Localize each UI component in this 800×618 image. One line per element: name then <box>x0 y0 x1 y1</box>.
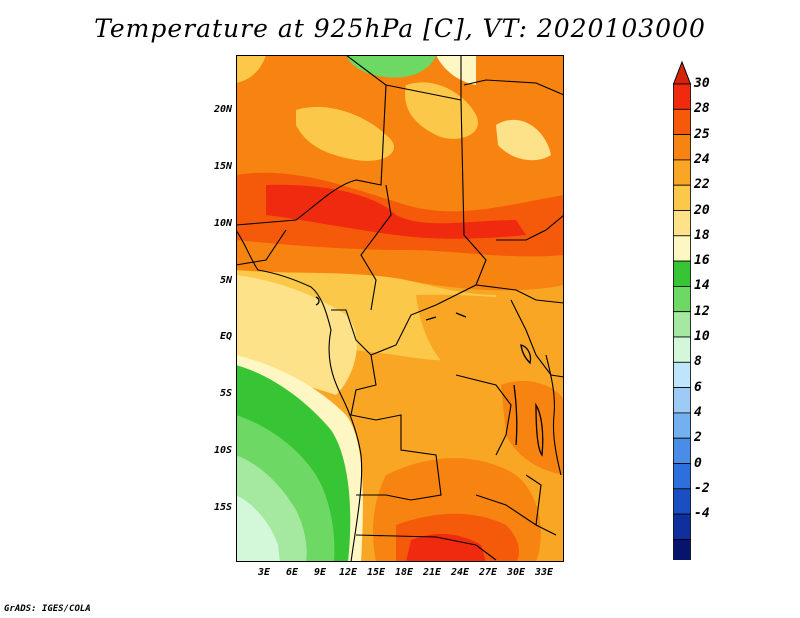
lon-label: 9E <box>313 567 327 578</box>
colorbar-swatch <box>673 210 691 237</box>
colorbar-label: 10 <box>694 329 710 344</box>
country-borders <box>236 55 564 562</box>
colorbar-label: 22 <box>694 177 710 193</box>
lon-label: 30E <box>506 567 526 578</box>
lon-label: 6E <box>285 567 299 578</box>
lat-label: 5N <box>219 275 232 286</box>
colorbar-label: 14 <box>694 278 710 294</box>
colorbar-label: 16 <box>694 253 710 269</box>
lat-label: 10S <box>213 445 232 456</box>
grads-credit: GrADS: IGES/COLA <box>4 604 91 614</box>
colorbar-swatch <box>673 134 691 161</box>
colorbar-swatch <box>673 83 691 110</box>
colorbar-swatch <box>673 336 691 363</box>
lon-label: 21E <box>422 567 442 578</box>
lon-label: 18E <box>394 567 414 578</box>
colorbar-label: 28 <box>694 101 710 117</box>
colorbar-swatch <box>673 463 691 490</box>
colorbar-swatch <box>673 184 691 211</box>
lon-label: 3E <box>257 567 271 578</box>
colorbar-swatch <box>673 437 691 464</box>
colorbar-label: 8 <box>694 354 702 370</box>
colorbar-label: -4 <box>694 506 710 522</box>
colorbar-swatch <box>673 538 691 560</box>
hottest-streak <box>266 184 526 239</box>
colorbar-label: 18 <box>694 227 710 243</box>
colorbar-swatch <box>673 311 691 338</box>
colorbar-top-arrow <box>672 60 692 85</box>
temperature-map <box>236 55 564 562</box>
colorbar-label: 12 <box>694 303 710 319</box>
colorbar-label: 25 <box>694 126 710 142</box>
lat-label: 15S <box>213 502 232 513</box>
colorbar-label: 6 <box>694 379 702 395</box>
colorbar-label: -2 <box>694 480 710 496</box>
sahara-patches <box>296 106 395 161</box>
lon-label: 33E <box>534 567 554 578</box>
colorbar-label: 30 <box>694 76 710 91</box>
colorbar-swatch <box>673 108 691 135</box>
lat-label: 5S <box>219 388 232 399</box>
colorbar-swatch <box>673 513 691 540</box>
lat-label: 15N <box>213 161 232 172</box>
colorbar-label: 2 <box>694 430 702 446</box>
lon-label: 27E <box>478 567 498 578</box>
colorbar-swatch <box>673 285 691 313</box>
lon-label: 12E <box>338 567 358 578</box>
lon-label: 24E <box>450 567 470 578</box>
colorbar-swatch <box>673 235 691 262</box>
colorbar-swatch <box>673 488 691 515</box>
colorbar-label: 4 <box>694 404 702 420</box>
colorbar-label: 0 <box>694 455 702 471</box>
lon-label: 15E <box>366 567 386 578</box>
colorbar-label: 20 <box>694 202 710 218</box>
lat-label: 10N <box>213 218 232 229</box>
colorbar-swatch <box>673 412 691 439</box>
lat-label: 20N <box>213 104 232 115</box>
lakes <box>315 296 544 457</box>
lat-label: EQ <box>219 331 232 342</box>
colorbar-swatch <box>673 260 691 287</box>
colorbar <box>672 60 692 560</box>
colorbar-swatch <box>673 387 691 414</box>
colorbar-swatch <box>673 361 691 388</box>
colorbar-swatch <box>673 159 691 186</box>
colorbar-label: 24 <box>694 151 710 167</box>
map-title: Temperature at 925hPa [C], VT: 202010300… <box>94 14 706 43</box>
